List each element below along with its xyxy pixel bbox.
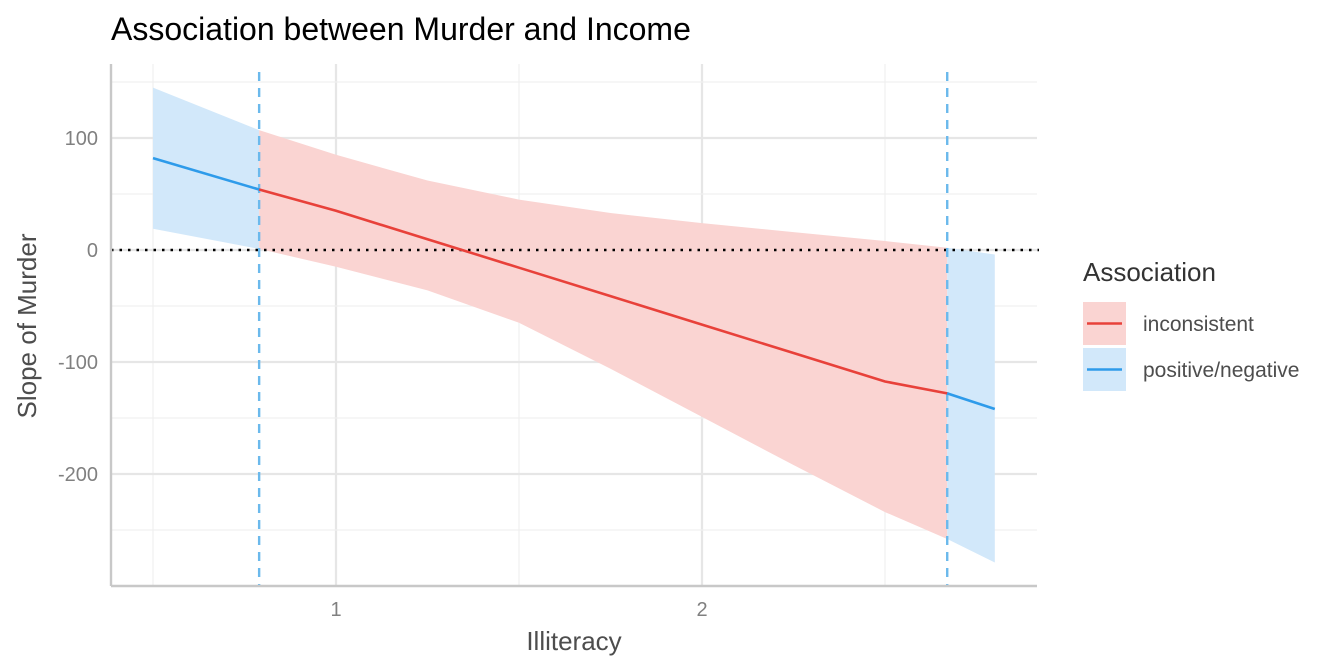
confidence-band-positive-negative (153, 87, 260, 249)
confidence-band-inconsistent (259, 130, 948, 539)
y-axis-title: Slope of Murder (12, 233, 42, 418)
axes (109, 64, 1037, 588)
x-tick-label: 2 (696, 599, 707, 621)
x-axis-title: Illiteracy (526, 626, 621, 656)
legend-label: inconsistent (1143, 313, 1254, 336)
legend-label: positive/negative (1143, 359, 1299, 382)
confidence-bands (153, 87, 995, 563)
series-line-inconsistent (258, 188, 948, 395)
legend-key-inconsistent (1083, 302, 1126, 345)
y-tick-label: 100 (65, 128, 98, 150)
legend: Association inconsistent positive/negativ… (1083, 257, 1299, 391)
confidence-band-positive-negative (947, 247, 995, 563)
series-line-positive-negative (152, 156, 260, 191)
tick-labels: 1 2 100 0 -100 -200 (58, 128, 708, 621)
legend-title: Association (1083, 257, 1216, 287)
x-tick-label: 1 (330, 599, 341, 621)
legend-key-positive-negative (1083, 348, 1126, 391)
y-tick-label: 0 (87, 240, 98, 262)
series-line-positive-negative (946, 392, 996, 411)
y-tick-label: -200 (58, 464, 98, 486)
chart-title: Association between Murder and Income (111, 11, 691, 47)
series-lines (152, 156, 996, 411)
reference-lines (111, 72, 1039, 586)
y-tick-label: -100 (58, 352, 98, 374)
